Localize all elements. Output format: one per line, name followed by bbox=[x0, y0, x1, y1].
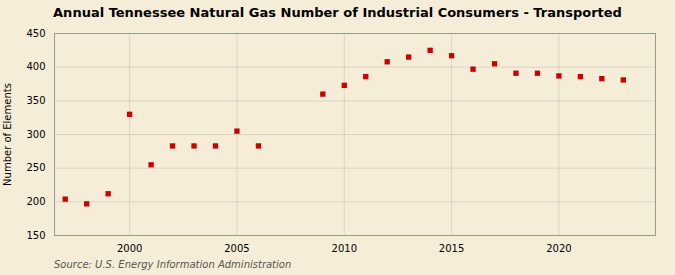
svg-text:2020: 2020 bbox=[546, 243, 571, 254]
svg-text:450: 450 bbox=[26, 28, 45, 39]
html-text:Source: U.S. Energy Informatio: Source: U.S. Energy Information Administ… bbox=[54, 259, 292, 270]
svg-text:400: 400 bbox=[26, 61, 45, 72]
svg-text:300: 300 bbox=[26, 129, 45, 140]
html-text:Annual Tennessee Natural Gas N: Annual Tennessee Natural Gas Number of I… bbox=[53, 5, 622, 20]
svg-text:2015: 2015 bbox=[439, 243, 464, 254]
svg-text:2005: 2005 bbox=[224, 243, 249, 254]
svg-text:150: 150 bbox=[26, 230, 45, 241]
svg-text:350: 350 bbox=[26, 95, 45, 106]
svg-text:200: 200 bbox=[26, 196, 45, 207]
svg-text:250: 250 bbox=[26, 162, 45, 173]
svg-text:Number of Elements: Number of Elements bbox=[2, 83, 13, 186]
svg-text:2010: 2010 bbox=[332, 243, 357, 254]
svg-text:2000: 2000 bbox=[117, 243, 142, 254]
